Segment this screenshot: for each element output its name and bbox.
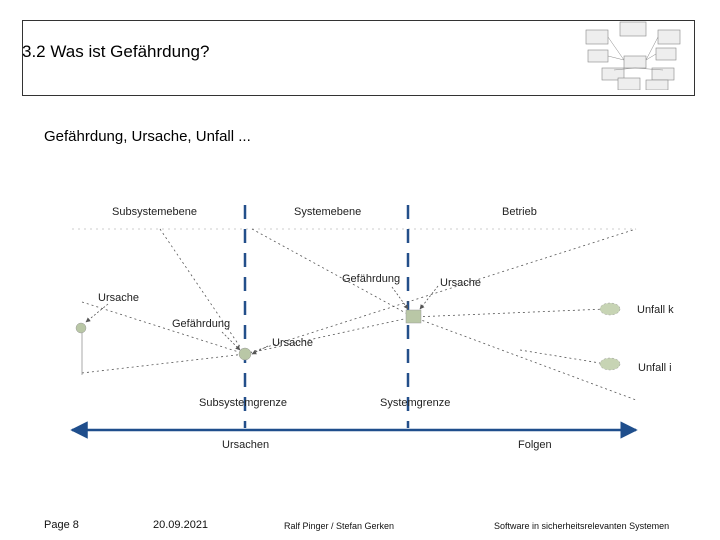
label-unfall-k: Unfall k <box>637 304 674 316</box>
line-node3-to-bottom-right <box>412 316 637 401</box>
slide-subtitle: Gefährdung, Ursache, Unfall ... <box>44 128 251 145</box>
overview-thumbnail <box>585 21 681 90</box>
node-unfall-i <box>599 357 621 371</box>
line-left-top-to-node2 <box>81 301 246 355</box>
slide-title: 3.2 Was ist Gefährdung? <box>22 42 210 61</box>
line-node2-to-right-top <box>244 228 637 355</box>
line-node2-to-node3 <box>244 316 414 355</box>
label-gefaehrdung-left: Gefährdung <box>172 318 230 330</box>
node-ursache-left <box>75 322 87 334</box>
label-folgen: Folgen <box>518 439 552 451</box>
footer-page: Page 8 <box>44 519 79 531</box>
pointer-gefaehrdung-left <box>221 331 241 351</box>
label-gefaehrdung-mid: Gefährdung <box>342 273 400 285</box>
pointer-ursache-right <box>419 285 439 310</box>
title-box <box>22 20 695 96</box>
label-ursache-mid: Ursache <box>272 337 313 349</box>
node-gefaehrdung-system <box>405 309 422 324</box>
label-unfall-i: Unfall i <box>638 362 672 374</box>
line-left-bottom-to-node2 <box>81 353 246 374</box>
label-subsystemgrenze: Subsystemgrenze <box>199 397 287 409</box>
label-systemgrenze: Systemgrenze <box>380 397 450 409</box>
node-unfall-k <box>599 302 621 316</box>
line-top-to-node2 <box>159 228 246 355</box>
line-node3-to-unfall-k <box>412 308 607 318</box>
pointer-gefaehrdung-mid <box>391 286 409 310</box>
header-betrieb: Betrieb <box>502 206 537 218</box>
node-gefaehrdung-subsystem <box>238 347 252 361</box>
label-ursache-right: Ursache <box>440 277 481 289</box>
line-top-to-node3 <box>251 228 414 318</box>
pointer-ursache-mid <box>251 345 269 355</box>
footer-course: Software in sicherheitsrelevanten System… <box>494 521 670 531</box>
label-ursachen: Ursachen <box>222 439 269 451</box>
header-systemebene: Systemebene <box>294 206 361 218</box>
pointer-ursache-left <box>85 303 109 323</box>
footer-authors: Ralf Pinger / Stefan Gerken <box>284 521 395 531</box>
footer-date: 20.09.2021 <box>153 519 209 531</box>
line-mid-to-unfall-i <box>519 349 607 365</box>
header-subsystemebene: Subsystemebene <box>112 206 197 218</box>
label-ursache-left: Ursache <box>98 292 139 304</box>
